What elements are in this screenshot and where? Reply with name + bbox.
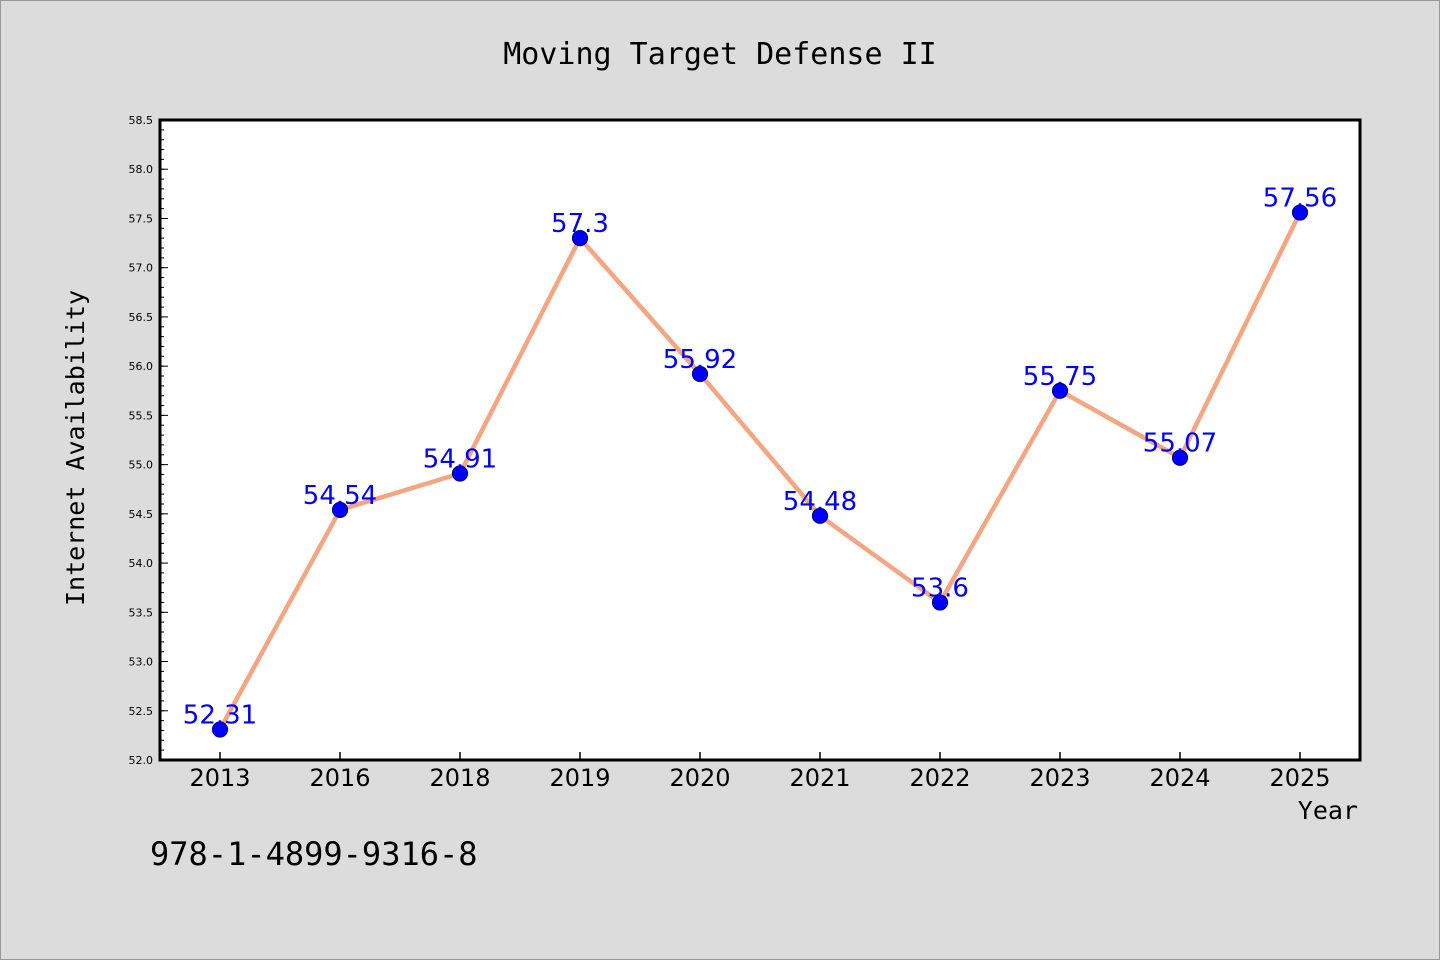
data-label: 54.48 <box>783 487 857 517</box>
data-point <box>1291 204 1309 221</box>
plot-area <box>158 118 1362 762</box>
series-layer: 52.31 54.54 54.91 57.3 55.92 54.48 53.6 55.75 55… <box>183 184 1337 738</box>
y-tick-label: 53.0 <box>129 656 154 669</box>
data-point <box>331 501 349 519</box>
data-point <box>451 465 469 482</box>
x-tick-label: 2020 <box>669 764 730 792</box>
data-point <box>1051 382 1069 399</box>
data-point <box>211 721 229 738</box>
y-tick-label: 57.5 <box>129 212 154 225</box>
y-tick-label: 57.0 <box>129 262 154 275</box>
y-tick-label: 58.0 <box>129 163 154 176</box>
x-tick-label: 2016 <box>309 764 370 792</box>
data-label: 55.07 <box>1143 429 1217 459</box>
x-tick-label: 2024 <box>1149 764 1210 792</box>
data-point <box>571 230 589 247</box>
data-label: 53.6 <box>911 573 969 603</box>
data-label: 55.75 <box>1023 362 1097 392</box>
data-label: 52.31 <box>183 700 257 730</box>
footer-code: 978-1-4899-9316-8 <box>150 835 478 873</box>
y-tick-label: 56.5 <box>129 311 154 324</box>
y-axis: 52.0 52.5 53.0 53.5 54.0 54.5 55.0 55.5 56.0 56.5… <box>129 114 168 767</box>
data-label: 55.92 <box>663 345 737 375</box>
data-point <box>691 365 709 383</box>
x-axis-label: Year <box>1298 796 1358 825</box>
y-axis-label: Internet Availability <box>61 290 90 606</box>
data-point <box>1171 449 1189 466</box>
series-line <box>218 211 1303 731</box>
data-label: 57.56 <box>1263 184 1337 214</box>
chart-title: Moving Target Defense II <box>503 37 936 72</box>
x-axis: 2013 2016 2018 2019 2020 2021 2022 2023 2024 2025 <box>189 752 1331 792</box>
y-tick-label: 55.0 <box>129 459 154 472</box>
data-point <box>931 594 949 611</box>
x-tick-label: 2013 <box>189 764 250 792</box>
y-tick-label: 52.0 <box>129 754 154 767</box>
x-tick-label: 2023 <box>1029 764 1090 792</box>
data-point <box>811 507 829 524</box>
data-label: 57.3 <box>551 209 609 239</box>
y-tick-label: 53.5 <box>129 606 154 619</box>
y-tick-label: 56.0 <box>129 360 154 373</box>
y-tick-label: 55.5 <box>129 409 154 422</box>
y-tick-label: 54.5 <box>129 508 154 521</box>
x-tick-label: 2022 <box>909 764 970 792</box>
x-tick-label: 2019 <box>549 764 610 792</box>
y-tick-label: 58.5 <box>129 114 154 127</box>
x-tick-label: 2025 <box>1269 764 1330 792</box>
data-label: 54.91 <box>423 444 497 474</box>
data-label: 54.54 <box>303 481 377 511</box>
y-tick-label: 52.5 <box>129 705 154 718</box>
x-tick-label: 2018 <box>429 764 490 792</box>
y-tick-label: 54.0 <box>129 557 154 570</box>
x-tick-label: 2021 <box>789 764 850 792</box>
